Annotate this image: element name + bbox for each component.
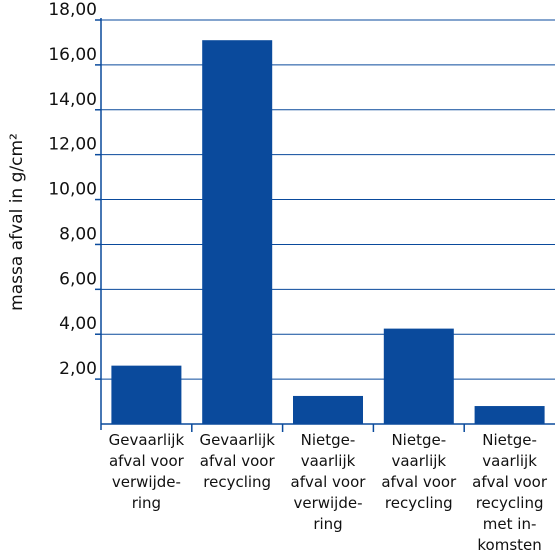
y-tick-label: 4,00 [59, 314, 97, 334]
y-tick-label: 16,00 [48, 45, 97, 65]
x-category-label: Nietge-vaarlijk afval voor recycling [381, 431, 457, 512]
y-tick-label: 14,00 [48, 90, 97, 110]
x-category-label: Nietge-vaarlijk afval voor verwijde-ring [291, 431, 367, 533]
y-tick-label: 12,00 [48, 135, 97, 155]
x-category-label: Nietge-vaarlijk afval voor recycling met in… [472, 431, 548, 554]
y-tick-label: 10,00 [48, 180, 97, 200]
bar [202, 40, 273, 424]
y-tick-label: 6,00 [59, 269, 97, 289]
gridlines [101, 19, 555, 380]
bar [293, 395, 363, 424]
x-category-label: Gevaarlijk afval voor recycling [199, 431, 275, 491]
bar [383, 328, 454, 424]
x-category-label: Gevaarlijk afval voor verwijde-ring [109, 431, 185, 512]
bar [111, 365, 182, 424]
x-category-labels: Gevaarlijk afval voor verwijde-ringGevaarl… [109, 431, 548, 554]
y-tick-label: 18,00 [48, 0, 97, 20]
y-tick-label: 2,00 [59, 359, 97, 379]
axes [95, 18, 555, 432]
bars [111, 40, 545, 424]
y-tick-labels: 2,00 4,00 6,00 8,00 10,00 12,00 14,00 16,00 18,0… [48, 0, 97, 379]
y-tick-label: 8,00 [59, 224, 97, 244]
y-axis-title: massa afval in g/cm² [7, 133, 27, 311]
bar [474, 406, 545, 424]
